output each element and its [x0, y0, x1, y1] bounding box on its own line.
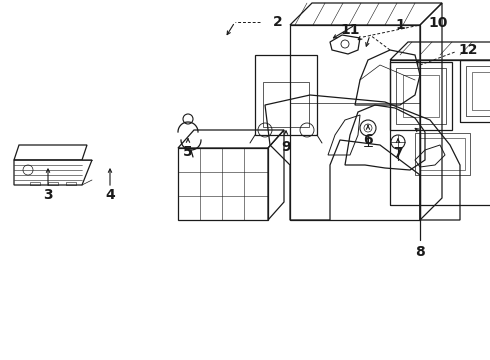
Text: 3: 3 [43, 188, 53, 202]
Bar [66, 182, 76, 185]
Text: 12: 12 [458, 43, 478, 57]
Bar [48, 182, 58, 185]
Text: 9: 9 [281, 140, 291, 154]
Bar [403, 75, 439, 117]
Bar [460, 60, 490, 122]
Bar [472, 72, 490, 110]
Bar [255, 55, 317, 135]
Bar [466, 66, 490, 116]
Text: 11: 11 [340, 23, 360, 37]
Text: 7: 7 [393, 146, 403, 160]
Bar [390, 62, 452, 130]
Text: 6: 6 [363, 133, 373, 147]
Text: 4: 4 [105, 188, 115, 202]
Text: 10: 10 [428, 16, 448, 30]
Text: 2: 2 [273, 15, 283, 29]
Bar [396, 68, 446, 124]
Bar [30, 182, 40, 185]
Bar [420, 138, 465, 170]
Text: 1: 1 [395, 18, 405, 32]
Bar [263, 82, 309, 127]
Bar [415, 133, 470, 175]
Text: 5: 5 [183, 145, 193, 159]
Text: 8: 8 [415, 245, 425, 259]
